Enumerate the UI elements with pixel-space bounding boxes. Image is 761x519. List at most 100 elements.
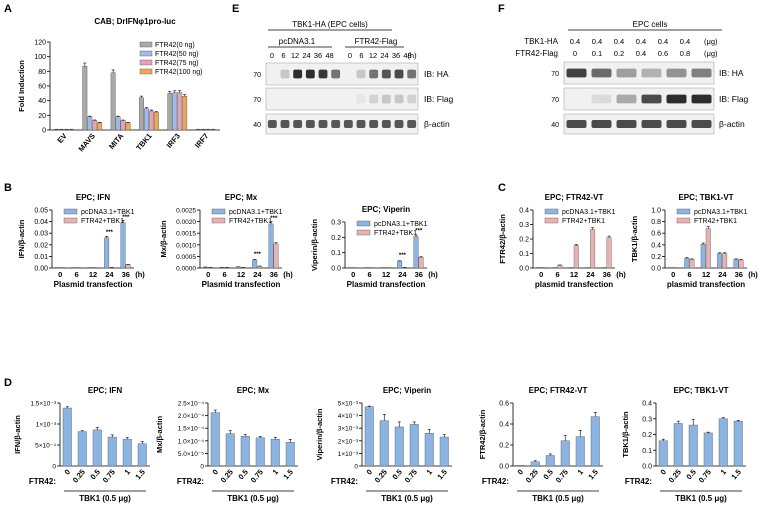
dose-value: 0.8 (680, 49, 690, 58)
y-tick-label: 4×10⁻³ (338, 413, 359, 420)
legend-label: FTR42+TBK1 (694, 218, 737, 225)
dose-value: 0 (573, 49, 577, 58)
band (641, 120, 662, 128)
legend-label: FTR42(0 ng) (155, 42, 195, 49)
blot-background (563, 113, 715, 135)
lane-label: 12 (291, 51, 299, 60)
x-tick-label: 0.25 (667, 468, 683, 485)
x-tick-label: 1.5 (133, 468, 147, 482)
y-tick-label: 0.0 (499, 464, 509, 471)
legend-swatch (676, 217, 691, 224)
mw-marker: 40 (253, 122, 261, 129)
band (666, 120, 687, 128)
bar (62, 407, 72, 467)
x-tick-label: 24 (105, 270, 114, 279)
legend-label: pcDNA3.1+TBK1 (374, 221, 428, 228)
x-tick-label: TBK1 (134, 132, 153, 153)
band (343, 120, 353, 128)
bar (668, 267, 673, 269)
lane-label: 0 (270, 51, 274, 60)
x-tick-label: 0.75 (249, 468, 265, 485)
y-tick-label: 0.3 (519, 222, 529, 229)
band (394, 69, 404, 79)
band (381, 120, 391, 128)
bar (137, 443, 147, 467)
significance-mark: *** (254, 252, 262, 258)
x-tick-label: 36 (270, 270, 278, 279)
bar (107, 436, 117, 467)
x-tick-label: 0 (364, 468, 374, 477)
band (369, 120, 379, 128)
legend-label: FTR42(50 ng) (155, 51, 199, 58)
band (305, 120, 315, 128)
bar (144, 108, 149, 131)
x-tick-label: 36 (415, 270, 423, 279)
band (293, 69, 303, 79)
band (280, 69, 290, 79)
legend: pcDNA3.1+TBK1 FTR42+TBK1 (356, 220, 428, 237)
bar (210, 412, 220, 467)
x-tick-label: 6 (556, 270, 560, 279)
bar (270, 439, 280, 467)
bar (77, 431, 87, 467)
band (369, 69, 379, 79)
x-group-label: TBK1 (0.5 μg) (227, 494, 279, 503)
x-tick-label: 0.25 (71, 468, 87, 485)
y-tick-label: 0 (354, 464, 358, 471)
y-tick-label: 1.5×10⁻³ (30, 401, 56, 408)
bar (557, 264, 563, 269)
y-tick-label: 0.2 (651, 254, 661, 261)
band (407, 120, 417, 128)
bar (722, 253, 728, 269)
x-prefix: FTR42: (482, 477, 509, 486)
y-tick-label: 60 (38, 84, 46, 91)
bar (689, 259, 695, 269)
y-tick-label: 0.0015 (176, 231, 196, 238)
y-tick-label: 0.4 (499, 422, 509, 429)
bar (560, 440, 570, 467)
y-axis-label: Mx/β-actin (159, 220, 168, 258)
y-tick-label: 20 (38, 113, 46, 120)
y-tick-label: 0.2 (519, 237, 529, 244)
bar (552, 267, 558, 269)
y-axis-label: FTR42/β-actin (478, 409, 487, 459)
y-axis-label: Mx/β-actin (155, 416, 164, 454)
unit-label: (h) (407, 51, 417, 60)
x-tick-label: 0.75 (403, 468, 419, 485)
x-tick-label: 0 (658, 468, 668, 477)
y-tick-label: 0 (52, 464, 56, 471)
y-tick-label: 0.2 (331, 235, 341, 242)
x-tick-label: 1.5 (586, 468, 600, 482)
y-tick-label: 0 (42, 128, 46, 135)
bar (590, 229, 596, 269)
x-tick-label: 6 (75, 270, 79, 279)
band (566, 120, 587, 128)
significance-mark: *** (415, 229, 423, 235)
chart-title: EPC; FTR42-VT (545, 193, 604, 202)
x-group-label: TBK1 (0.5 μg) (381, 494, 433, 503)
x-tick-label: 0.75 (554, 468, 570, 485)
y-axis-label: TBK1/β-actin (630, 215, 639, 262)
y-axis-label: Fold Induction (17, 60, 26, 112)
bar (92, 429, 102, 467)
dose-value: 0.2 (614, 49, 624, 58)
y-tick-label: 0.0025 (176, 208, 196, 215)
blot-strip (563, 87, 715, 111)
blot-header: TBK1-HA (EPC cells) (292, 20, 368, 29)
band (616, 120, 637, 128)
group-label: pcDNA3.1 (279, 37, 316, 46)
chart-B1: EPC; IFN 0.00 0.01 0.02 0.03 0.04 0.05 IFN/β-ac… (17, 193, 145, 289)
x-tick-label: MAVS (77, 132, 97, 154)
x-tick-label: 1 (575, 468, 585, 477)
chart-D1: EPC; IFN 0 5×10⁻⁴ 1×10⁻³ 1.5×10⁻³ IFN/β-actin… (13, 386, 150, 503)
bar (120, 222, 126, 269)
x-unit: (h) (428, 270, 438, 279)
band (381, 94, 391, 104)
band (318, 120, 328, 128)
legend-label: pcDNA3.1+TBK1 (562, 209, 616, 216)
blot-background (563, 87, 715, 111)
band (407, 94, 417, 104)
y-axis-label: FTR42/β-actin (498, 214, 507, 264)
x-tick-label: 24 (718, 270, 727, 279)
chart-title: EPC; Viperin (383, 386, 431, 395)
